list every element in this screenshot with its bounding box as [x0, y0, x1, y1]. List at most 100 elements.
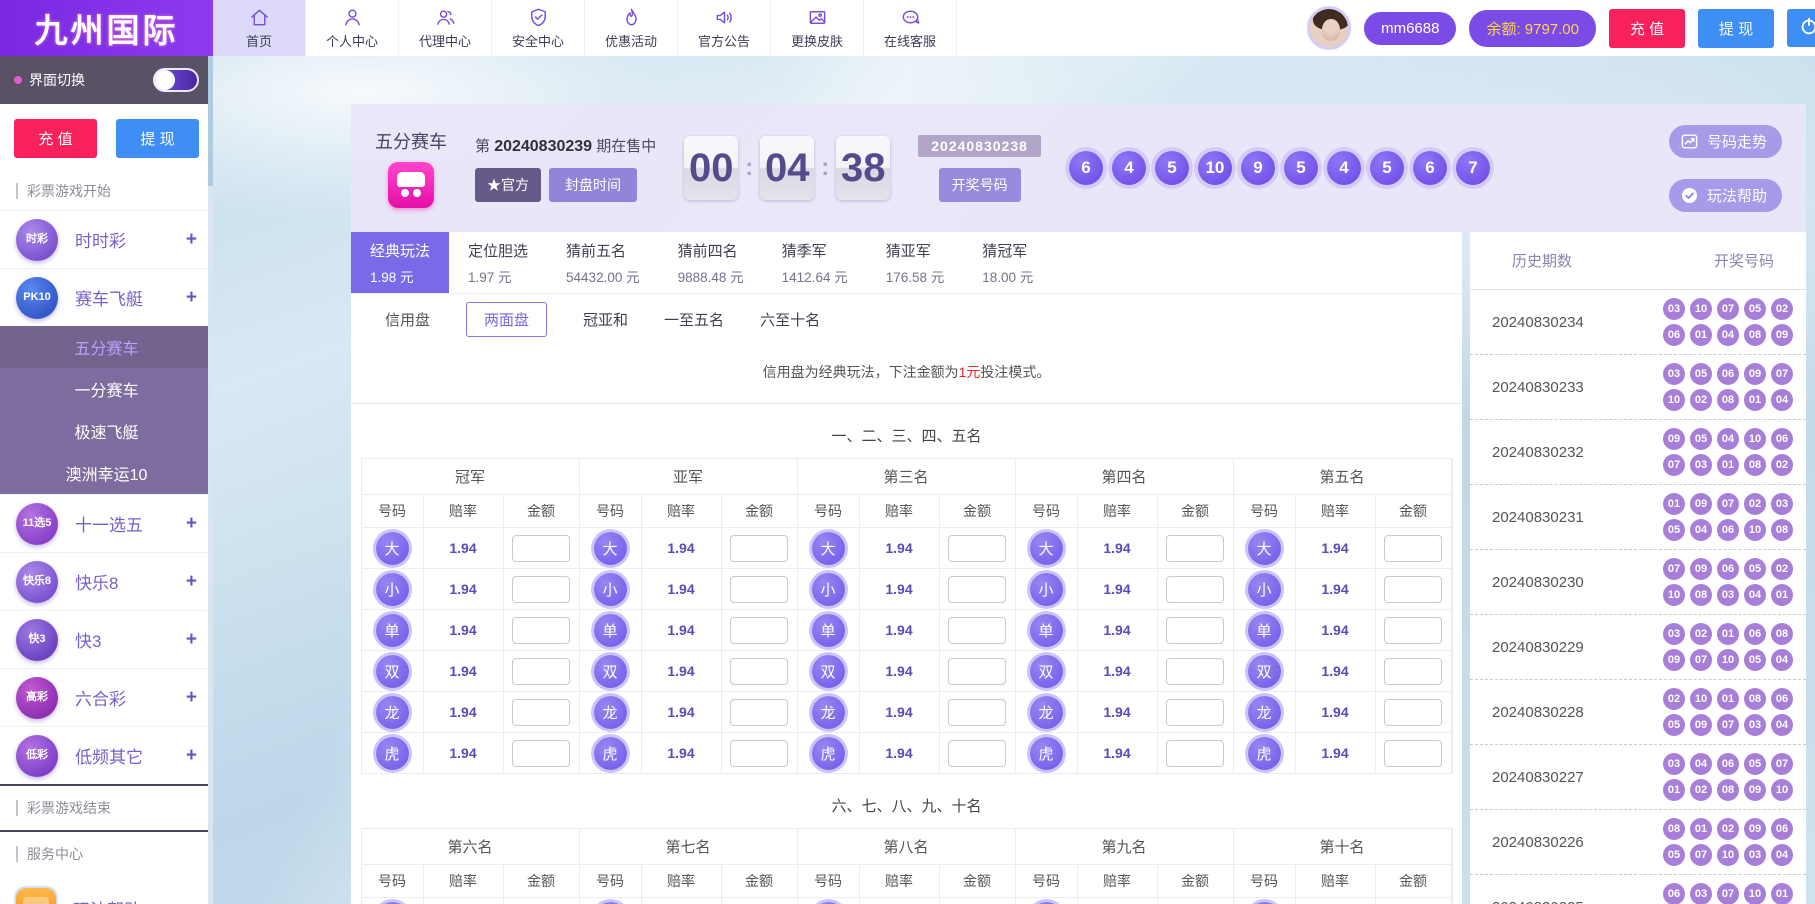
tab-猜亚军[interactable]: 猜亚军 176.58 元	[867, 232, 964, 293]
bet-option-大[interactable]: 大	[811, 901, 845, 904]
bet-option-大[interactable]: 大	[1247, 531, 1281, 565]
interface-toggle-switch[interactable]	[153, 68, 199, 92]
bet-option-单[interactable]: 单	[593, 613, 627, 647]
sidebar-withdraw-button[interactable]: 提 现	[116, 119, 199, 158]
bet-amount-input[interactable]	[512, 575, 570, 603]
bet-option-大[interactable]: 大	[593, 531, 627, 565]
bet-option-大[interactable]: 大	[1029, 901, 1063, 904]
nav-item-agent[interactable]: 代理中心	[399, 0, 492, 56]
submenu-item[interactable]: 一分赛车	[74, 383, 139, 400]
bet-option-小[interactable]: 小	[375, 572, 409, 606]
submenu-item[interactable]: 极速飞艇	[74, 425, 139, 442]
bet-option-双[interactable]: 双	[375, 654, 409, 688]
sidebar-item-pk10[interactable]: PK10 赛车飞艇 +	[0, 268, 213, 326]
bet-amount-input[interactable]	[730, 657, 788, 685]
sidebar-item-ssc[interactable]: 时彩 时时彩 +	[0, 210, 213, 268]
sidebar-item-help[interactable]: 玩法帮助	[0, 876, 213, 904]
tab-经典玩法[interactable]: 经典玩法 1.98 元	[351, 232, 450, 293]
expand-plus-icon[interactable]: +	[185, 744, 197, 766]
bet-amount-input[interactable]	[730, 616, 788, 644]
bet-amount-input[interactable]	[1384, 698, 1442, 726]
bet-option-小[interactable]: 小	[811, 572, 845, 606]
bet-amount-input[interactable]	[948, 698, 1006, 726]
submenu-item[interactable]: 五分赛车	[0, 326, 213, 368]
draw-numbers-button[interactable]: 开奖号码	[938, 167, 1021, 202]
sidebar-scrollbar[interactable]	[208, 56, 213, 904]
bet-option-大[interactable]: 大	[593, 901, 627, 904]
bet-option-大[interactable]: 大	[375, 901, 409, 904]
bet-amount-input[interactable]	[512, 616, 570, 644]
bet-option-双[interactable]: 双	[811, 654, 845, 688]
bet-amount-input[interactable]	[948, 657, 1006, 685]
bet-amount-input[interactable]	[948, 575, 1006, 603]
bet-amount-input[interactable]	[1384, 534, 1442, 562]
number-trend-button[interactable]: 号码走势	[1668, 124, 1782, 158]
tab-猜前五名[interactable]: 猜前五名 54432.00 元	[547, 232, 659, 293]
expand-plus-icon[interactable]: +	[185, 228, 197, 250]
bet-amount-input[interactable]	[948, 739, 1006, 767]
bet-option-大[interactable]: 大	[1247, 901, 1281, 904]
bet-amount-input[interactable]	[1384, 657, 1442, 685]
bet-option-龙[interactable]: 龙	[811, 695, 845, 729]
bet-option-虎[interactable]: 虎	[1029, 736, 1063, 770]
bet-amount-input[interactable]	[1166, 698, 1224, 726]
bet-option-虎[interactable]: 虎	[1247, 736, 1281, 770]
subnav-option-冠亚和[interactable]: 冠亚和	[583, 312, 629, 329]
bet-amount-input[interactable]	[1166, 657, 1224, 685]
bet-amount-input[interactable]	[512, 534, 570, 562]
bet-amount-input[interactable]	[730, 739, 788, 767]
expand-plus-icon[interactable]: +	[185, 570, 197, 592]
play-help-button[interactable]: 玩法帮助	[1668, 178, 1782, 212]
nav-item-service[interactable]: 在线客服	[864, 0, 957, 56]
sidebar-item-k3[interactable]: 快3 快3 +	[0, 610, 213, 668]
expand-plus-icon[interactable]: +	[185, 686, 197, 708]
bet-amount-input[interactable]	[1166, 534, 1224, 562]
sidebar-item-x11x5[interactable]: 11选5 十一选五 +	[0, 494, 213, 552]
nav-item-home[interactable]: 首页	[213, 0, 306, 56]
expand-plus-icon[interactable]: +	[185, 628, 197, 650]
nav-item-skin[interactable]: 更换皮肤	[771, 0, 864, 56]
nav-item-announce[interactable]: 官方公告	[678, 0, 771, 56]
subnav-option-一至五名[interactable]: 一至五名	[664, 312, 725, 329]
bet-amount-input[interactable]	[1166, 616, 1224, 644]
bet-option-虎[interactable]: 虎	[375, 736, 409, 770]
bet-option-小[interactable]: 小	[593, 572, 627, 606]
sidebar-item-kl8[interactable]: 快乐8 快乐8 +	[0, 552, 213, 610]
bet-amount-input[interactable]	[730, 575, 788, 603]
subnav-option-六至十名[interactable]: 六至十名	[760, 312, 821, 329]
bet-option-虎[interactable]: 虎	[811, 736, 845, 770]
submenu-item[interactable]: 澳洲幸运10	[65, 467, 148, 484]
bet-option-大[interactable]: 大	[375, 531, 409, 565]
bet-amount-input[interactable]	[948, 616, 1006, 644]
bet-option-龙[interactable]: 龙	[375, 695, 409, 729]
bet-option-双[interactable]: 双	[593, 654, 627, 688]
bet-amount-input[interactable]	[948, 534, 1006, 562]
bet-option-龙[interactable]: 龙	[1247, 695, 1281, 729]
withdraw-button[interactable]: 提 现	[1698, 8, 1774, 48]
bet-amount-input[interactable]	[512, 657, 570, 685]
logout-button[interactable]	[1787, 9, 1815, 47]
tab-猜冠军[interactable]: 猜冠军 18.00 元	[963, 232, 1052, 293]
bet-option-龙[interactable]: 龙	[593, 695, 627, 729]
sidebar-item-lhc[interactable]: 高彩 六合彩 +	[0, 668, 213, 726]
user-avatar[interactable]	[1307, 6, 1352, 50]
bet-option-单[interactable]: 单	[375, 613, 409, 647]
bet-amount-input[interactable]	[512, 698, 570, 726]
bet-amount-input[interactable]	[1384, 739, 1442, 767]
tab-定位胆选[interactable]: 定位胆选 1.97 元	[449, 232, 547, 293]
nav-item-profile[interactable]: 个人中心	[306, 0, 399, 56]
bet-amount-input[interactable]	[1166, 739, 1224, 767]
nav-item-security[interactable]: 安全中心	[492, 0, 585, 56]
bet-option-双[interactable]: 双	[1029, 654, 1063, 688]
bet-amount-input[interactable]	[1384, 616, 1442, 644]
bet-amount-input[interactable]	[1166, 575, 1224, 603]
bet-option-大[interactable]: 大	[1029, 531, 1063, 565]
bet-amount-input[interactable]	[730, 698, 788, 726]
close-time-button[interactable]: 封盘时间	[549, 167, 637, 202]
sidebar-item-other[interactable]: 低彩 低频其它 +	[0, 726, 213, 784]
bet-amount-input[interactable]	[512, 739, 570, 767]
expand-plus-icon[interactable]: +	[185, 286, 197, 308]
bet-option-单[interactable]: 单	[811, 613, 845, 647]
bet-option-小[interactable]: 小	[1029, 572, 1063, 606]
expand-plus-icon[interactable]: +	[185, 512, 197, 534]
